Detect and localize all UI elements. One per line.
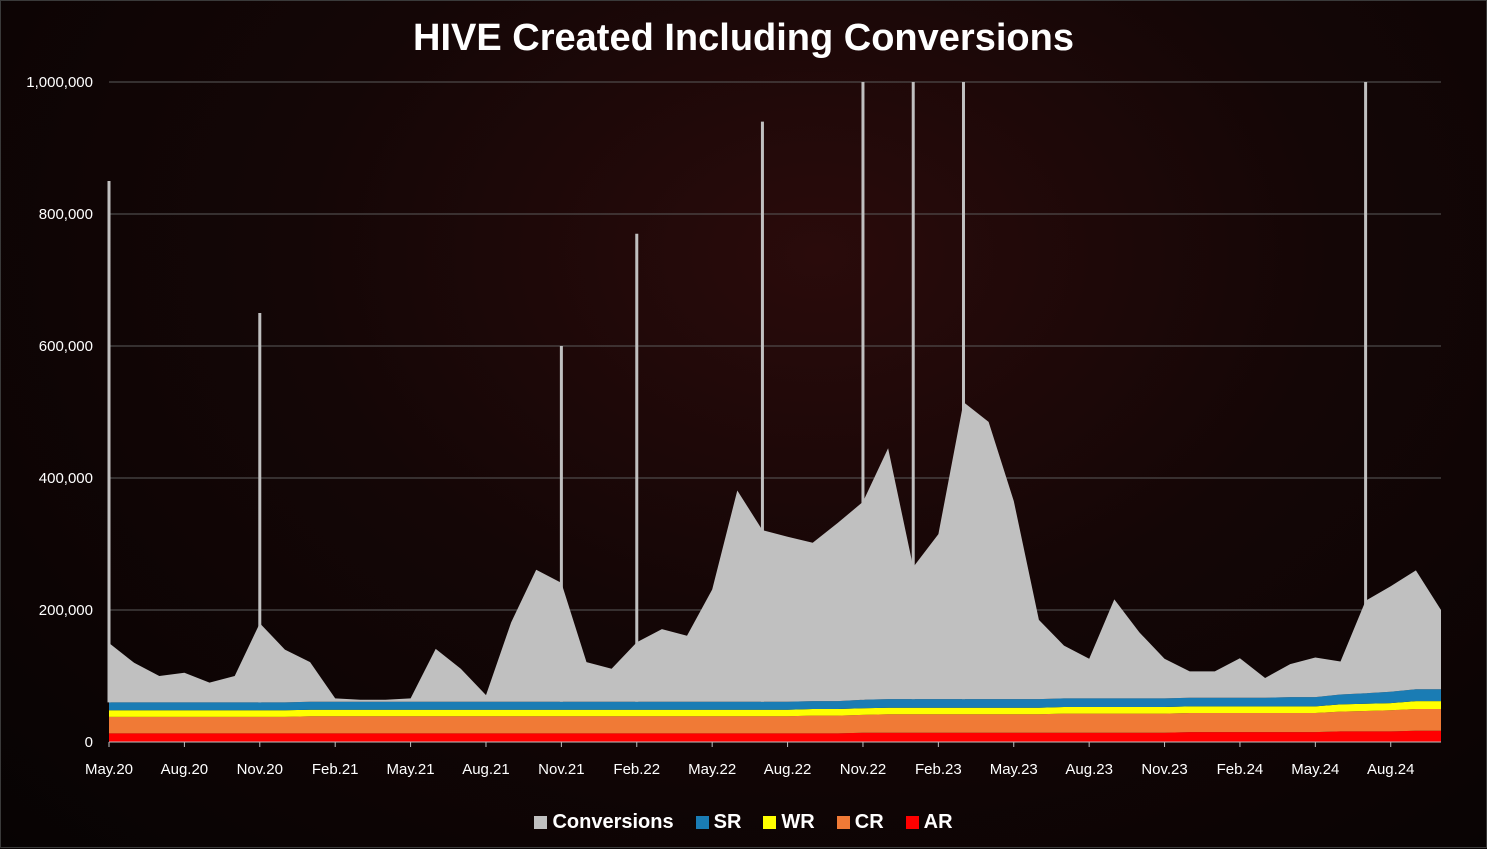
y-tick-label: 600,000 [39,338,93,355]
series-area-wr [109,701,1441,717]
legend-item-sr: SR [695,811,742,834]
legend-swatch [836,816,850,829]
x-tick-label: Nov.23 [1141,761,1187,778]
legend-swatch [534,816,548,829]
y-tick-label: 200,000 [39,602,93,619]
chart-legend: Conversions SR WR CR AR [1,811,1486,834]
x-tick-label: May.22 [688,761,736,778]
legend-swatch [905,816,919,829]
y-tick-label: 0 [85,734,93,751]
x-tick-label: May.24 [1291,761,1339,778]
x-tick-label: Aug.22 [764,761,812,778]
legend-label: AR [923,811,953,833]
x-tick-label: Nov.20 [237,761,283,778]
legend-swatch [763,816,777,829]
series-area-sr [109,689,1441,711]
series-area-ar [109,730,1441,742]
y-tick-label: 800,000 [39,206,93,223]
x-tick-label: May.21 [387,761,435,778]
y-tick-label: 400,000 [39,470,93,487]
legend-item-cr: CR [836,811,884,834]
x-tick-label: Nov.22 [840,761,886,778]
x-tick-label: Feb.21 [312,761,359,778]
legend-item-wr: WR [763,811,815,834]
legend-label: WR [781,811,815,833]
legend-label: SR [713,811,742,833]
x-tick-label: Feb.24 [1217,761,1264,778]
x-tick-label: Aug.24 [1367,761,1415,778]
x-tick-label: Aug.20 [161,761,209,778]
x-tick-label: May.20 [85,761,133,778]
chart-title: HIVE Created Including Conversions [413,17,1074,59]
series-area-conversions [109,402,1441,703]
x-tick-label: Aug.21 [462,761,510,778]
legend-swatch [695,816,709,829]
x-tick-label: Feb.22 [613,761,660,778]
y-tick-label: 1,000,000 [26,74,93,91]
legend-item-conversions: Conversions [534,811,674,834]
x-tick-label: Nov.21 [538,761,584,778]
x-tick-label: May.23 [990,761,1038,778]
series-area-cr [109,709,1441,734]
legend-label: CR [854,811,884,833]
x-tick-label: Aug.23 [1065,761,1113,778]
legend-label: Conversions [552,811,674,833]
legend-item-ar: AR [905,811,953,834]
x-tick-label: Feb.23 [915,761,962,778]
